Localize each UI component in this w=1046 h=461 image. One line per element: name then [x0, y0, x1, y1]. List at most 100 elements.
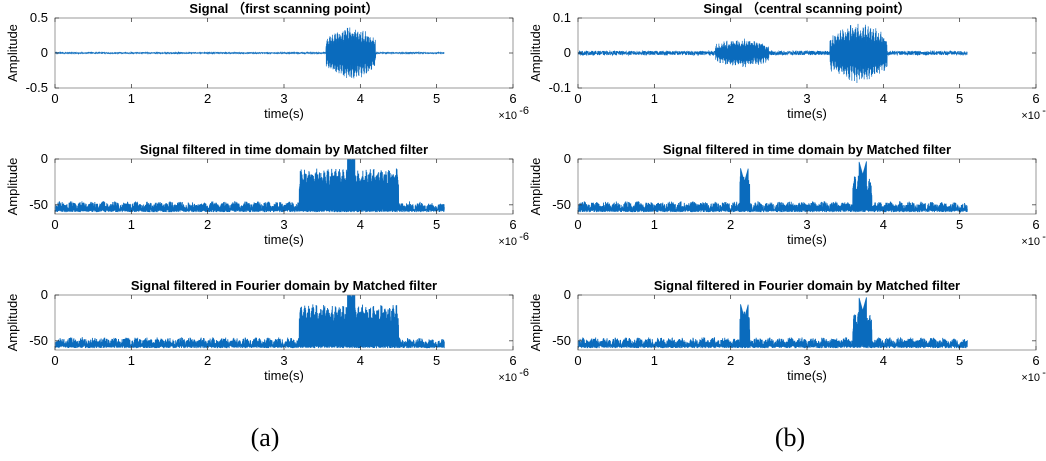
signal-line [54, 158, 445, 213]
subplot-a3: Signal filtered in Fourier domain by Mat… [5, 278, 529, 384]
subplot-b1: Singal （central scanning point） 0 1 2 3 4 5 6 0.… [528, 1, 1046, 122]
x-exponent: ×10 [1021, 110, 1040, 122]
x-tick-label: 1 [651, 217, 658, 232]
signal-line [54, 27, 445, 79]
x-axis-label: time(s) [787, 368, 827, 383]
x-tick-label: 0 [574, 91, 581, 106]
y-tick-label: -50 [29, 197, 48, 212]
x-tick-label: 4 [357, 217, 364, 232]
x-tick-label: 5 [956, 91, 963, 106]
x-tick-label: 2 [204, 91, 211, 106]
x-tick-label: 5 [433, 217, 440, 232]
subplot-a2: Signal filtered in time domain by Matche… [5, 142, 529, 248]
subplot-title: Signal filtered in time domain by Matche… [140, 142, 428, 157]
x-exponent-power: -6 [1042, 105, 1046, 117]
x-tick-label: 2 [727, 91, 734, 106]
x-tick-label: 2 [204, 353, 211, 368]
x-tick-label: 4 [357, 91, 364, 106]
y-tick-label: 0.5 [30, 10, 48, 25]
subplot-title: Signal filtered in Fourier domain by Mat… [654, 278, 960, 293]
x-exponent-power: -6 [519, 367, 529, 379]
subplot-b2: Signal filtered in time domain by Matche… [528, 142, 1046, 248]
y-tick-label: 0 [41, 151, 48, 166]
x-tick-label: 2 [727, 353, 734, 368]
x-tick-label: 2 [727, 217, 734, 232]
subplot-title: Singal （central scanning point） [703, 1, 910, 16]
x-tick-label: 5 [433, 353, 440, 368]
y-tick-label: 0 [41, 287, 48, 302]
x-tick-label: 6 [1032, 353, 1039, 368]
x-axis-label: time(s) [264, 368, 304, 383]
x-tick-label: 4 [880, 353, 887, 368]
x-exponent: ×10 [498, 236, 517, 248]
y-axis-label: Amplitude [5, 158, 20, 216]
x-tick-label: 3 [803, 353, 810, 368]
y-tick-label: 0.1 [553, 10, 571, 25]
caption-a: (a) [251, 423, 280, 452]
x-axis-label: time(s) [264, 232, 304, 247]
x-tick-label: 1 [651, 91, 658, 106]
x-tick-label: 0 [574, 353, 581, 368]
x-tick-label: 1 [128, 217, 135, 232]
y-axis-label: Amplitude [528, 294, 543, 352]
x-tick-label: 3 [803, 217, 810, 232]
y-tick-label: 0 [41, 45, 48, 60]
x-axis-label: time(s) [787, 232, 827, 247]
subplot-title: Signal filtered in time domain by Matche… [663, 142, 951, 157]
x-tick-label: 0 [51, 91, 58, 106]
x-exponent-power: -6 [1042, 367, 1046, 379]
x-axis-label: time(s) [264, 106, 304, 121]
x-tick-label: 0 [51, 217, 58, 232]
y-tick-label: 0 [564, 151, 571, 166]
x-tick-label: 4 [357, 353, 364, 368]
signal-line [577, 297, 968, 349]
x-exponent: ×10 [1021, 236, 1040, 248]
x-exponent-power: -6 [1042, 231, 1046, 243]
x-tick-label: 1 [651, 353, 658, 368]
x-exponent: ×10 [1021, 372, 1040, 384]
x-tick-label: 5 [433, 91, 440, 106]
x-exponent-power: -6 [519, 105, 529, 117]
x-tick-label: 0 [51, 353, 58, 368]
x-tick-label: 6 [509, 353, 516, 368]
subplot-b3: Signal filtered in Fourier domain by Mat… [528, 278, 1046, 384]
y-tick-label: -0.1 [549, 80, 571, 95]
x-exponent-power: -6 [519, 231, 529, 243]
y-axis-label: Amplitude [5, 294, 20, 352]
x-tick-label: 6 [509, 217, 516, 232]
x-tick-label: 5 [956, 353, 963, 368]
signal-line [577, 161, 968, 213]
x-exponent: ×10 [498, 110, 517, 122]
subplot-a1: Signal （first scanning point） 0 1 2 3 4 5 6 0.5 0… [5, 1, 529, 122]
x-tick-label: 3 [280, 353, 287, 368]
x-tick-label: 3 [280, 217, 287, 232]
x-tick-label: 0 [574, 217, 581, 232]
signal-line [54, 294, 445, 350]
y-tick-label: -50 [552, 333, 571, 348]
x-tick-label: 3 [280, 91, 287, 106]
y-tick-label: 0 [564, 287, 571, 302]
y-tick-label: -50 [29, 333, 48, 348]
subplot-title: Signal （first scanning point） [189, 1, 378, 16]
y-tick-label: -0.5 [26, 80, 48, 95]
y-tick-label: -50 [552, 197, 571, 212]
x-tick-label: 4 [880, 217, 887, 232]
x-tick-label: 3 [803, 91, 810, 106]
x-tick-label: 6 [509, 91, 516, 106]
subplot-title: Signal filtered in Fourier domain by Mat… [131, 278, 437, 293]
x-tick-label: 5 [956, 217, 963, 232]
y-axis-label: Amplitude [5, 24, 20, 82]
y-tick-label: 0 [564, 45, 571, 60]
x-tick-label: 1 [128, 91, 135, 106]
x-tick-label: 4 [880, 91, 887, 106]
x-tick-label: 6 [1032, 217, 1039, 232]
y-axis-label: Amplitude [528, 24, 543, 82]
y-axis-label: Amplitude [528, 158, 543, 216]
x-tick-label: 6 [1032, 91, 1039, 106]
signal-line [577, 23, 968, 83]
x-tick-label: 1 [128, 353, 135, 368]
x-exponent: ×10 [498, 372, 517, 384]
x-tick-label: 2 [204, 217, 211, 232]
caption-b: (b) [775, 423, 805, 452]
